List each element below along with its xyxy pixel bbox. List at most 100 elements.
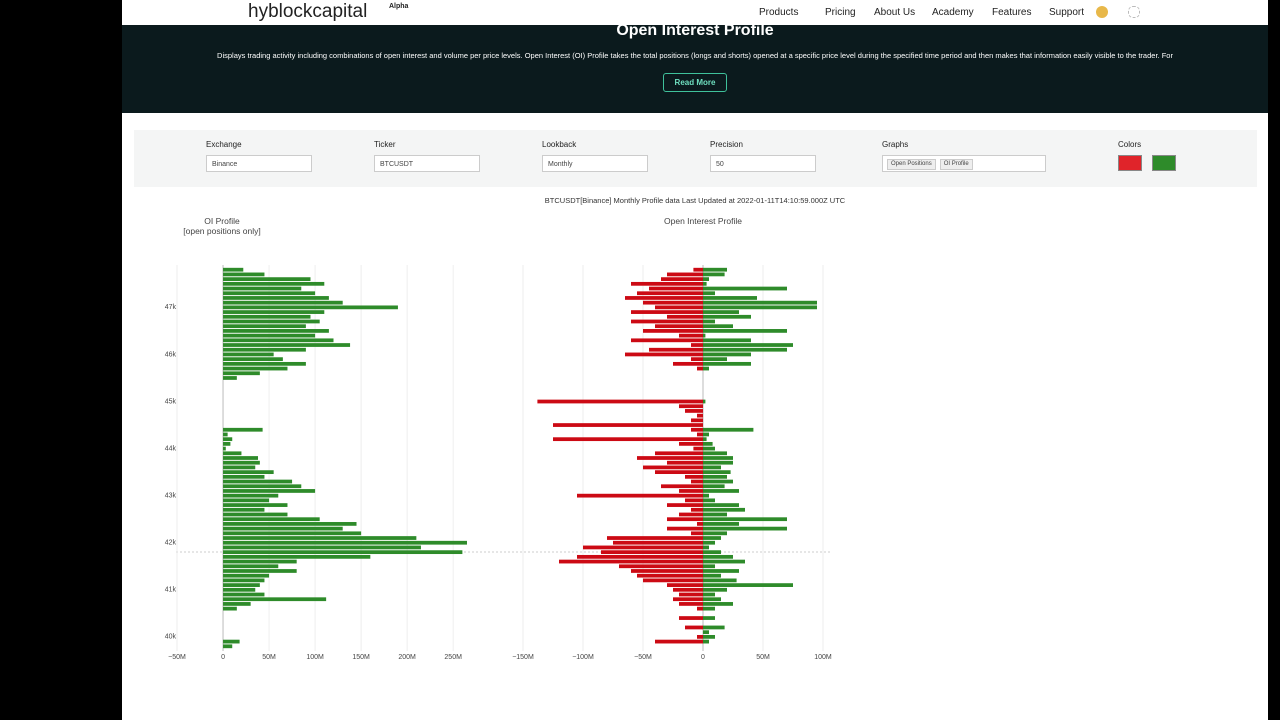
- x-tick-label: 0: [701, 654, 705, 661]
- bar: [703, 437, 707, 442]
- nav-item[interactable]: Features: [992, 7, 1032, 18]
- bar: [703, 479, 733, 484]
- bar: [223, 352, 274, 357]
- bar: [691, 357, 703, 362]
- bar: [697, 413, 703, 418]
- color-swatch[interactable]: [1152, 155, 1176, 171]
- bar: [223, 329, 329, 333]
- info-text: BTCUSDT[Binance] Monthly Profile data La…: [544, 196, 846, 205]
- bar: [679, 602, 703, 606]
- bar: [703, 531, 727, 536]
- bar: [703, 578, 737, 583]
- logo[interactable]: hyblockcapital: [248, 1, 368, 22]
- bar: [703, 277, 709, 282]
- x-tick-label: 50M: [262, 654, 276, 661]
- bar: [223, 319, 320, 324]
- filter-label: Exchange: [206, 140, 242, 149]
- y-tick-label: 45k: [165, 398, 177, 405]
- bar: [223, 470, 274, 475]
- chart-title: Open Interest Profile: [664, 216, 742, 226]
- filter-label: Precision: [710, 140, 743, 149]
- filter-label: Ticker: [374, 140, 396, 149]
- bar: [223, 357, 283, 362]
- user-icon[interactable]: [1096, 6, 1108, 18]
- x-tick-label: −100M: [572, 654, 594, 661]
- bar: [631, 338, 703, 343]
- bar: [703, 597, 721, 602]
- x-tick-label: 150M: [352, 654, 370, 661]
- bar: [703, 432, 709, 437]
- bar: [223, 267, 244, 272]
- bar: [223, 305, 398, 310]
- tag[interactable]: OI Profile: [939, 159, 973, 170]
- bar: [703, 456, 733, 460]
- bar: [577, 554, 703, 559]
- bar: [223, 376, 237, 380]
- bar: [643, 465, 703, 470]
- bar: [223, 592, 265, 597]
- bar: [223, 277, 311, 282]
- bar: [667, 314, 703, 319]
- bar: [223, 489, 316, 493]
- tag[interactable]: Open Positions: [887, 159, 936, 170]
- theme-toggle[interactable]: [1128, 6, 1140, 18]
- x-tick-label: −150M: [512, 654, 534, 661]
- read-more-button[interactable]: Read More: [663, 73, 727, 92]
- bar: [679, 489, 703, 493]
- bar: [613, 540, 703, 545]
- bar: [223, 597, 327, 602]
- bar: [223, 366, 288, 371]
- bar: [643, 329, 703, 333]
- banner-description: Displays trading activity including comb…: [217, 51, 1173, 60]
- y-tick-label: 41k: [165, 587, 177, 594]
- bar: [703, 427, 754, 432]
- nav-item[interactable]: Pricing: [825, 7, 856, 18]
- bar: [223, 310, 325, 314]
- bar: [693, 446, 703, 451]
- nav-item[interactable]: Products: [759, 7, 799, 18]
- bar: [703, 319, 715, 324]
- bar: [223, 583, 260, 587]
- bar: [223, 300, 343, 305]
- bar: [631, 310, 703, 314]
- nav-item[interactable]: About Us: [874, 7, 916, 18]
- x-tick-label: 100M: [306, 654, 324, 661]
- x-tick-label: −50M: [634, 654, 652, 661]
- select[interactable]: Binance: [206, 155, 312, 172]
- bar: [703, 489, 739, 493]
- select[interactable]: 50: [710, 155, 816, 172]
- bar: [223, 573, 270, 578]
- color-swatch[interactable]: [1118, 155, 1142, 171]
- bar: [703, 507, 745, 512]
- select[interactable]: BTCUSDT: [374, 155, 480, 172]
- bar: [703, 441, 713, 446]
- bar: [703, 498, 715, 503]
- bar: [649, 347, 703, 352]
- select[interactable]: Monthly: [542, 155, 648, 172]
- bar: [223, 559, 297, 564]
- nav-item[interactable]: Academy: [932, 7, 974, 18]
- charts: OI Profile [open positions only] Open In…: [165, 216, 832, 661]
- bar: [223, 296, 329, 300]
- bar: [223, 437, 233, 442]
- bar: [577, 493, 703, 498]
- bar: [667, 583, 703, 587]
- bar: [685, 625, 703, 630]
- bar: [223, 536, 417, 540]
- multi-select[interactable]: Open Positions OI Profile: [882, 155, 1046, 172]
- bar: [223, 540, 467, 545]
- bar: [697, 522, 703, 526]
- bar: [223, 446, 226, 451]
- y-tick-label: 43k: [165, 493, 177, 500]
- y-tick-label: 42k: [165, 540, 177, 547]
- bar: [223, 371, 260, 376]
- bar: [223, 531, 362, 536]
- bar: [703, 343, 793, 347]
- bar: [583, 545, 703, 550]
- nav-item[interactable]: Support: [1049, 7, 1085, 18]
- bar: [703, 503, 739, 507]
- bar: [703, 616, 715, 620]
- bar: [223, 503, 288, 507]
- y-tick-label: 44k: [165, 445, 177, 452]
- bar: [223, 606, 237, 611]
